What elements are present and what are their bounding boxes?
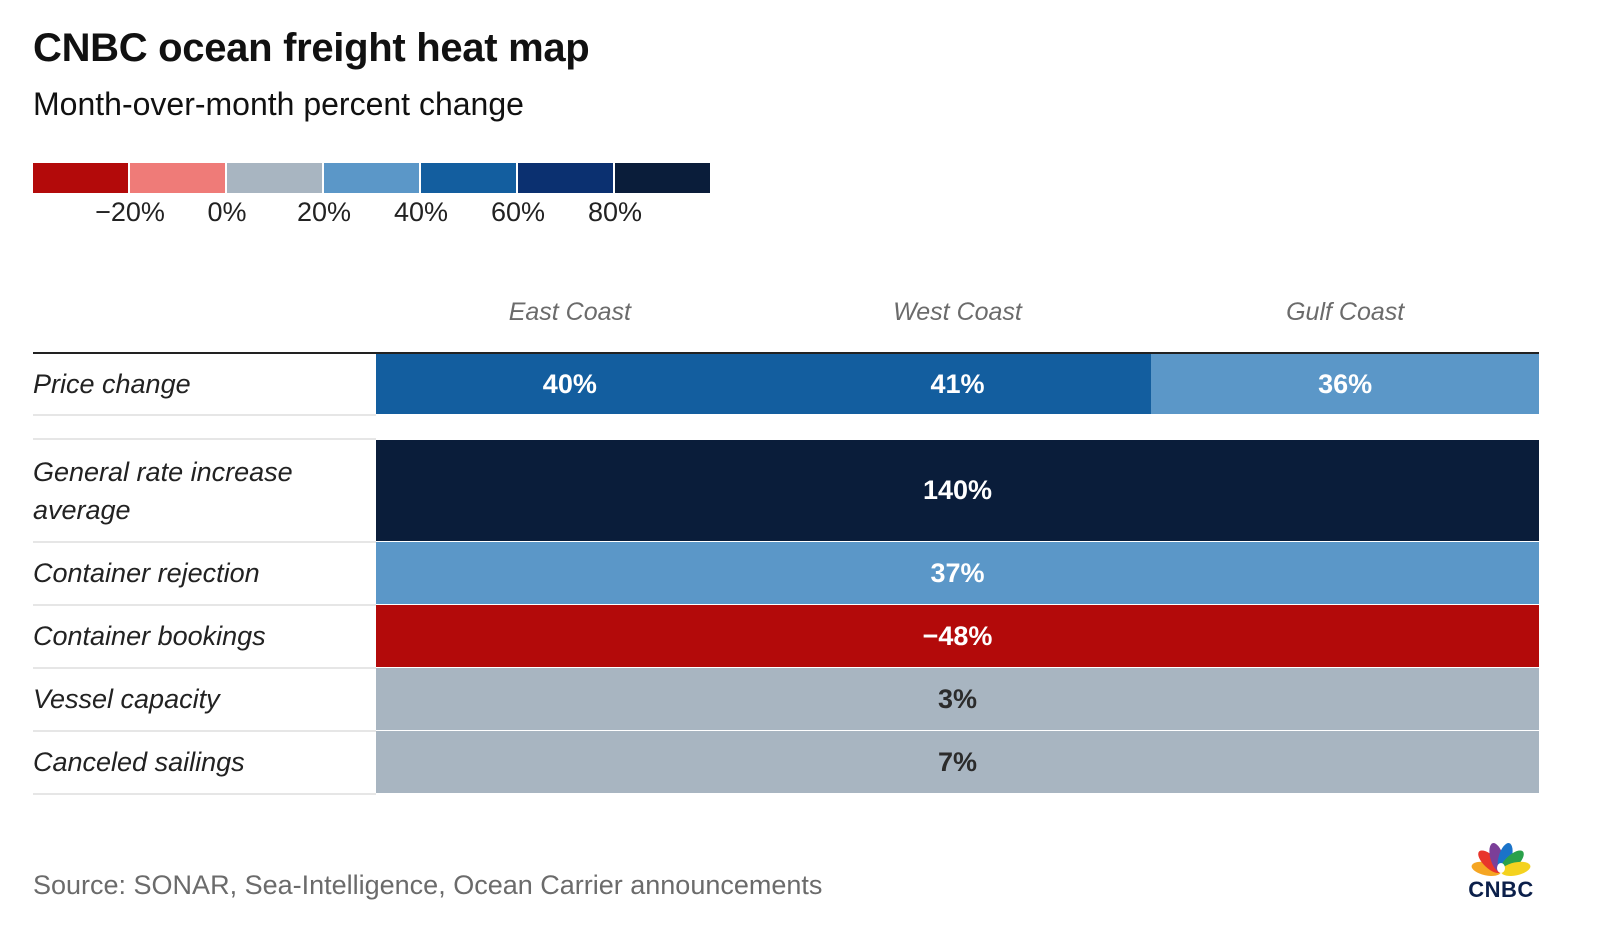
chart-subtitle: Month-over-month percent change (33, 86, 524, 122)
row-label: Canceled sailings (33, 747, 245, 777)
row-divider (33, 730, 376, 732)
header-rule (33, 352, 1539, 354)
row-divider (33, 414, 376, 416)
legend-swatch (130, 163, 225, 193)
row-divider (33, 793, 376, 795)
legend-swatch (615, 163, 710, 193)
logo-wordmark: CNBC (1468, 877, 1534, 902)
row-divider (33, 438, 376, 440)
color-legend: −20% 0% 20% 40% 60% 80% (33, 163, 713, 243)
heatmap-cell: 140% (376, 440, 1539, 541)
heatmap-cell: 37% (376, 542, 1539, 604)
legend-swatch (33, 163, 128, 193)
heatmap-cell: 41% (763, 354, 1152, 414)
row-divider (33, 667, 376, 669)
row-label: Price change (33, 369, 191, 399)
heatmap-cell: 36% (1151, 354, 1539, 414)
legend-swatch (227, 163, 322, 193)
legend-tick-label: −20% (95, 197, 165, 227)
chart-title: CNBC ocean freight heat map (33, 26, 590, 70)
row-label: General rate increase average (33, 456, 293, 525)
legend-swatch (421, 163, 516, 193)
cnbc-logo: CNBC (1460, 836, 1542, 902)
row-divider (33, 541, 376, 543)
row-label: Vessel capacity (33, 684, 220, 714)
row-label: Container rejection (33, 558, 260, 588)
column-header: East Coast (508, 298, 631, 326)
heatmap-cell: 3% (376, 668, 1539, 730)
column-header: Gulf Coast (1286, 298, 1405, 326)
legend-tick-label: 20% (296, 197, 352, 227)
legend-swatch (518, 163, 613, 193)
nbc-peacock-icon (1471, 843, 1531, 876)
cell-separator (376, 667, 1539, 668)
legend-tick-label: 60% (490, 197, 546, 227)
heatmap-cell: 40% (376, 354, 764, 414)
source-note: Source: SONAR, Sea-Intelligence, Ocean C… (33, 870, 823, 900)
heatmap-cell: −48% (376, 605, 1539, 667)
cell-separator (376, 730, 1539, 731)
column-header: West Coast (893, 298, 1022, 326)
row-divider (33, 604, 376, 606)
legend-tick-label: 0% (207, 197, 247, 227)
heatmap-cell: 7% (376, 731, 1539, 793)
legend-tick-label: 40% (393, 197, 449, 227)
cell-separator (376, 541, 1539, 542)
row-label: Container bookings (33, 621, 266, 651)
legend-swatch (324, 163, 419, 193)
cell-separator (376, 604, 1539, 605)
legend-tick-label: 80% (587, 197, 643, 227)
